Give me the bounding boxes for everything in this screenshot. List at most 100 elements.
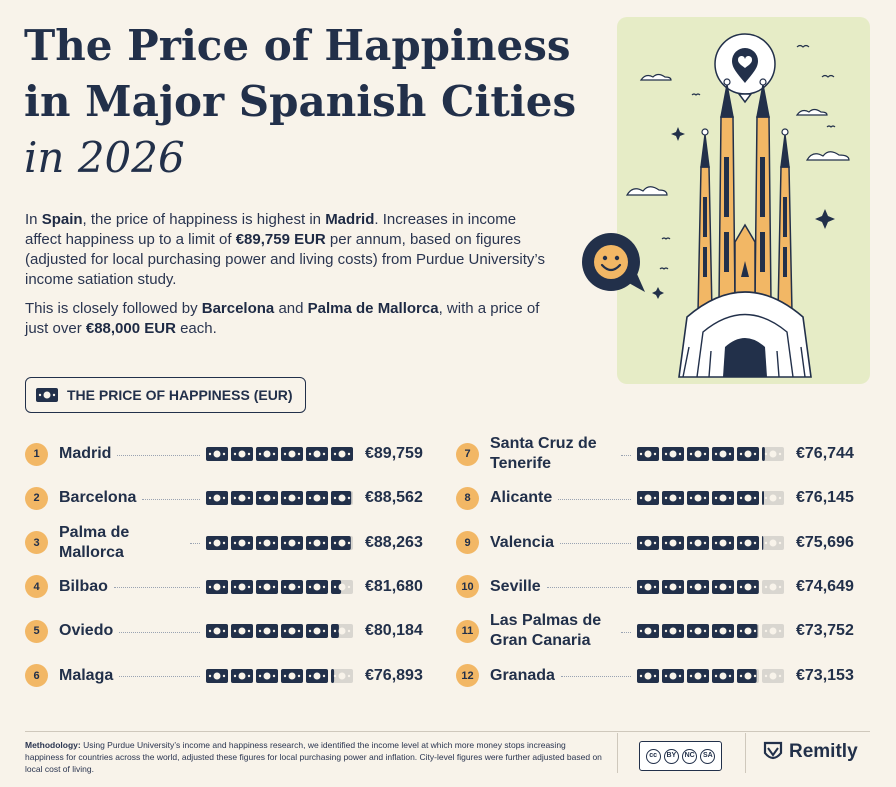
banknote-mark <box>256 447 278 461</box>
ranking-row: 6 Malaga €76,893 <box>25 654 435 698</box>
banknote-mark <box>331 447 353 461</box>
banknote-mark <box>281 535 303 550</box>
ranking-row: 4 Bilbao €81,680 <box>25 565 435 609</box>
intro-emphasis: Palma de Mallorca <box>307 300 439 317</box>
banknote-mark <box>712 447 734 461</box>
leader-dots <box>560 543 631 545</box>
banknote-mark <box>712 579 734 594</box>
banknote-bar <box>206 624 353 639</box>
banknote-mark <box>231 579 253 594</box>
ranking-row: 5 Oviedo €80,184 <box>25 609 435 653</box>
price-label: €88,263 <box>365 533 423 551</box>
city-name: Seville <box>490 577 541 595</box>
rank-badge: 5 <box>25 619 48 643</box>
banknote-mark <box>737 491 759 506</box>
city-name: Malaga <box>59 666 114 684</box>
banknote-mark <box>281 491 303 506</box>
banknote-mark <box>306 624 328 639</box>
intro-paragraph-1: In Spain, the price of happiness is high… <box>25 210 545 290</box>
rank-badge: 9 <box>456 531 479 555</box>
smiley-bubble-icon <box>582 233 645 292</box>
banknote-mark <box>281 668 303 683</box>
banknote-mark <box>712 624 734 639</box>
intro-text-run: , with a price of just over <box>25 300 540 337</box>
banknote-mark <box>281 579 303 594</box>
banknote-mark <box>206 668 228 683</box>
banknote-mark <box>662 447 684 461</box>
city-name: Madrid <box>59 445 112 462</box>
banknote-bar <box>637 535 784 550</box>
banknote-mark <box>206 579 228 594</box>
banknote-mark <box>206 535 228 550</box>
city-name: Granada <box>490 666 555 684</box>
intro-emphasis: Barcelona <box>201 300 275 317</box>
intro-text-run: This is closely followed by <box>25 300 202 317</box>
methodology-note: Methodology: Using Purdue University’s i… <box>25 739 605 775</box>
ranking-row: 12 Granada €73,153 <box>456 654 866 698</box>
page-title: The Price of Happiness in Major Spanish … <box>24 18 576 186</box>
banknote-mark <box>712 491 734 506</box>
price-label: €88,562 <box>365 489 423 507</box>
banknote-mark <box>331 491 353 506</box>
intro-text-run: per annum, based on figures (adjusted fo… <box>25 231 545 288</box>
title-line-1: The Price of Happiness <box>24 21 571 70</box>
leader-dots <box>119 676 200 677</box>
banknote-mark <box>662 579 684 594</box>
intro-text-run: and <box>274 300 308 317</box>
banknote-bar <box>206 447 353 461</box>
city-name: Las Palmas de Gran Canaria <box>490 612 602 650</box>
footer-divider <box>25 731 870 732</box>
banknote-mark <box>662 668 684 683</box>
intro-paragraph-2: This is closely followed by Barcelona an… <box>25 299 545 339</box>
creative-commons-badge: cc BY NC SA <box>639 741 722 771</box>
intro-text-run: each. <box>175 320 217 337</box>
banknote-mark <box>306 668 328 683</box>
leader-dots <box>117 454 200 456</box>
banknote-mark <box>737 535 759 550</box>
banknote-mark <box>762 491 784 506</box>
banknote-mark <box>762 447 784 461</box>
ranking-row: 9 Valencia €75,696 <box>456 521 866 565</box>
banknote-mark <box>687 447 709 461</box>
banknote-mark <box>637 447 659 461</box>
banknote-mark <box>231 535 253 550</box>
price-label: €76,744 <box>796 445 854 462</box>
intro-text-run: , the price of happiness is highest in <box>82 211 326 228</box>
leader-dots <box>142 498 200 500</box>
title-line-2: in Major Spanish Cities <box>24 77 577 126</box>
title-line-3: in 2026 <box>24 133 185 182</box>
banknote-mark <box>306 447 328 461</box>
banknote-mark <box>687 668 709 683</box>
license-sa: SA <box>700 748 716 764</box>
city-name: Oviedo <box>59 622 114 640</box>
city-name: Palma de Mallorca <box>59 523 130 561</box>
city-name: Santa Cruz de Tenerife <box>490 435 597 472</box>
banknote-mark <box>762 624 784 639</box>
banknote-bar <box>637 447 784 461</box>
rank-badge: 2 <box>25 486 48 510</box>
price-label: €73,153 <box>796 666 854 684</box>
banknote-mark <box>762 579 784 594</box>
banknote-bar <box>637 491 784 506</box>
banknote-bar <box>637 624 784 639</box>
banknote-mark <box>331 579 353 594</box>
leader-dots <box>621 454 631 456</box>
price-label: €76,893 <box>365 666 423 684</box>
banknote-mark <box>231 491 253 506</box>
rank-badge: 7 <box>456 442 479 466</box>
banknote-bar <box>206 535 353 550</box>
banknote-mark <box>306 491 328 506</box>
banknote-mark <box>206 491 228 506</box>
banknote-mark <box>306 535 328 550</box>
sagrada-familia-illustration <box>617 17 870 384</box>
price-label: €74,649 <box>796 577 854 595</box>
banknote-mark <box>256 624 278 639</box>
banknote-bar <box>637 579 784 594</box>
leader-dots <box>558 498 631 500</box>
banknote-mark <box>712 535 734 550</box>
banknote-mark <box>206 624 228 639</box>
banknote-mark <box>637 668 659 683</box>
methodology-label: Methodology: <box>25 740 81 750</box>
banknote-mark <box>637 491 659 506</box>
banknote-mark <box>687 579 709 594</box>
